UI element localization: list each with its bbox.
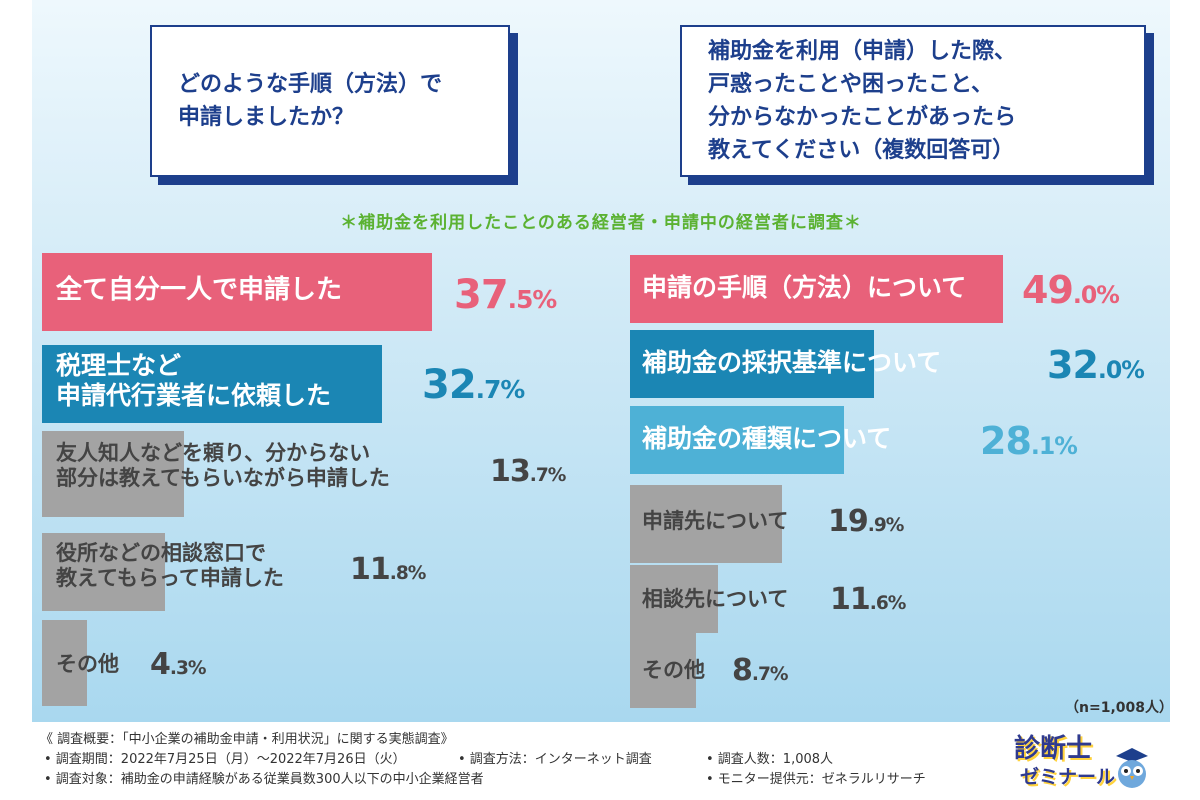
category-label-chart-right-2: 補助金の種類について <box>642 424 892 453</box>
category-label-chart-right-3: 申請先について <box>642 509 789 533</box>
category-label-chart-left-1: 税理士など 申請代行業者に依頼した <box>56 351 332 410</box>
value-label-chart-right-5: 8.7% <box>732 653 789 688</box>
category-label-chart-right-0: 申請の手順（方法）について <box>642 273 967 302</box>
brand-logo: 診断士 ゼミナール <box>1012 722 1152 798</box>
bar-chart-left-1 <box>42 345 383 423</box>
mascot-owl-icon <box>1116 748 1148 788</box>
category-label-chart-left-2: 友人知人などを頼り、分からない 部分は教えてもらいながら申請した <box>56 441 390 491</box>
question-box-1: どのような手順（方法）で 申請しましたか？ <box>150 25 510 177</box>
bar-chart-right-1 <box>630 330 874 398</box>
survey-note: ＊補助金を利用したことのある経営者・申請中の経営者に調査＊ <box>340 213 862 233</box>
survey-footer: 《 調査概要：「中小企業の補助金申請・利用状況」に関する実態調査》 • 調査期間… <box>40 730 990 790</box>
bar-chart-left-2 <box>42 431 185 517</box>
footer-method: • 調査方法：インターネット調査 <box>458 752 652 767</box>
footer-count: • 調査人数：1,008人 <box>706 752 834 767</box>
category-label-chart-right-4: 相談先について <box>642 587 789 611</box>
chart-panel: どのような手順（方法）で 申請しましたか？ 補助金を利用（申請）した際、 戸惑っ… <box>32 0 1173 722</box>
value-label-chart-left-4: 4.3% <box>150 647 207 682</box>
value-label-chart-right-2: 28.1% <box>980 419 1078 463</box>
footer-provider: • モニター提供元：ゼネラルリサーチ <box>706 772 926 787</box>
category-label-chart-left-3: 役所などの相談窓口で 教えてもらって申請した <box>56 541 284 591</box>
value-label-chart-left-3: 11.8% <box>350 552 426 587</box>
bar-chart-left-4 <box>42 620 87 706</box>
value-label-chart-right-0: 49.0% <box>1022 268 1120 312</box>
bar-chart-left-0 <box>42 253 432 331</box>
question-2-text: 補助金を利用（申請）した際、 戸惑ったことや困ったこと、 分からなかったことがあ… <box>708 39 1017 163</box>
question-box-2: 補助金を利用（申請）した際、 戸惑ったことや困ったこと、 分からなかったことがあ… <box>680 25 1146 177</box>
footer-period: • 調査期間：2022年7月25日（月）〜2022年7月26日（火） <box>44 752 406 767</box>
category-label-chart-right-1: 補助金の採択基準について <box>642 348 942 377</box>
bar-chart-right-0 <box>630 255 1004 323</box>
value-label-chart-right-3: 19.9% <box>828 504 904 539</box>
bar-chart-left-3 <box>42 533 165 611</box>
category-label-chart-left-4: その他 <box>56 652 119 676</box>
value-label-chart-left-2: 13.7% <box>490 454 566 489</box>
bar-chart-right-4 <box>630 565 719 633</box>
value-label-chart-right-4: 11.6% <box>830 582 906 617</box>
sample-size-label: （n=1,008人） <box>1065 700 1173 716</box>
question-1-text: どのような手順（方法）で 申請しましたか？ <box>178 72 443 130</box>
value-label-chart-left-0: 37.5% <box>454 272 557 318</box>
bar-chart-right-2 <box>630 406 845 474</box>
bar-chart-right-3 <box>630 485 782 563</box>
category-label-chart-left-0: 全て自分一人で申請した <box>56 275 343 305</box>
logo-line-1: 診断士 <box>1014 734 1093 764</box>
value-label-chart-left-1: 32.7% <box>422 362 525 408</box>
footer-title: 《 調査概要：「中小企業の補助金申請・利用状況」に関する実態調査》 <box>40 732 454 747</box>
logo-line-2: ゼミナール <box>1020 766 1116 788</box>
footer-target: • 調査対象：補助金の申請経験がある従業員数300人以下の中小企業経営者 <box>44 772 484 787</box>
category-label-chart-right-5: その他 <box>642 658 705 682</box>
value-label-chart-right-1: 32.0% <box>1047 343 1145 387</box>
bar-chart-right-5 <box>630 630 697 708</box>
